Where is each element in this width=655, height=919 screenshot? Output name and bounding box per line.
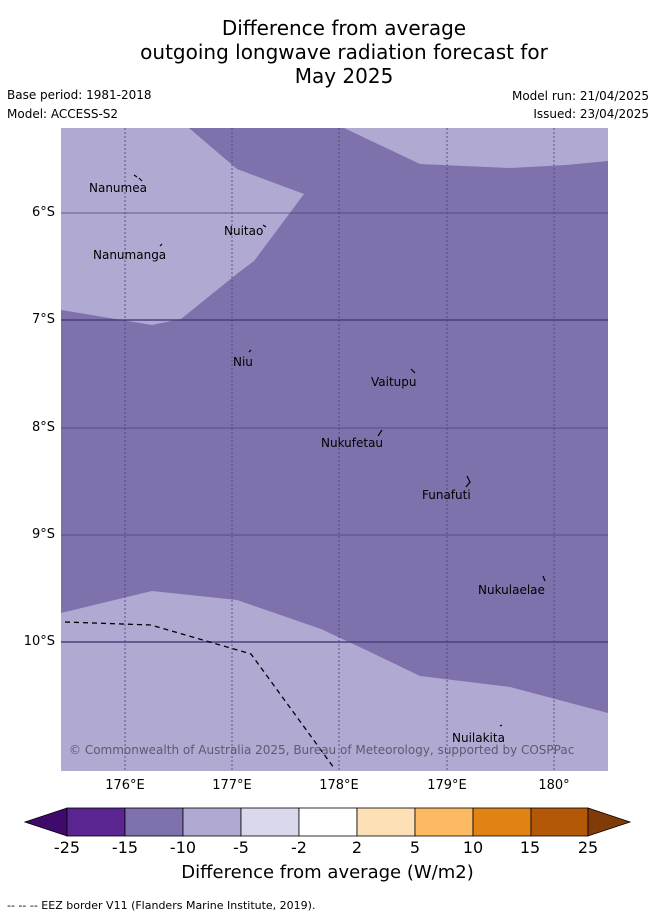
colorbar-label: Difference from average (W/m2) [181,862,474,883]
title-line-2: outgoing longwave radiation forecast for [140,40,548,64]
colorbar-tick-9: 15 [519,838,541,857]
lon-tick-179e: 179°E [427,778,467,793]
island-label-nuilakita: Nuilakita [452,731,505,745]
island-shape-nanumanga [159,243,163,247]
colorbar-tick-1: -25 [53,838,81,857]
colorbar-extend-low [23,807,68,837]
island-shape-nukufetau [377,429,383,437]
island-shape-niu [248,349,252,353]
lat-tick-7s: 7°S [31,312,55,327]
lat-tick-10s: 10°S [23,634,55,649]
island-label-nanumanga: Nanumanga [93,248,166,262]
colorbar-swatch-4 [240,807,300,837]
colorbar-swatch-7 [414,807,474,837]
colorbar-swatch-9 [530,807,589,837]
base-period-label: Base period: 1981-2018 [7,88,152,102]
island-shape-funafuti [465,475,471,488]
island-shape-vaitupu [410,368,416,374]
title-line-1: Difference from average [221,16,467,40]
map-title: Difference from average outgoing longwav… [0,16,655,88]
island-shape-nuilakita [499,724,503,727]
colorbar-tick-2: -15 [111,838,139,857]
colorbar-swatch-3 [182,807,242,837]
lon-tick-180: 180° [538,778,570,793]
colorbar-tick-3: -10 [169,838,197,857]
island-label-funafuti: Funafuti [422,488,471,502]
island-label-nanumea: Nanumea [89,181,147,195]
title-line-3: May 2025 [294,64,394,88]
colorbar-swatch-8 [472,807,532,837]
island-shape-nanumea [133,174,143,182]
island-label-nuitao: Nuitao [224,224,263,238]
colorbar-tick-10: 25 [577,838,599,857]
island-label-nukulaelae: Nukulaelae [478,583,545,597]
island-shape-nukulaelae [542,575,546,582]
map-canvas: Nanumea Nuitao Nanumanga Niu Vaitupu Nuk… [61,128,608,771]
lat-tick-9s: 9°S [31,527,55,542]
island-label-vaitupu: Vaitupu [371,375,417,389]
colorbar-tick-5: -2 [291,838,307,857]
colorbar-tick-7: 5 [409,838,421,857]
model-run-label: Model run: 21/04/2025 [511,89,649,103]
colorbar-swatch-1 [66,807,126,837]
colorbar-tick-4: -5 [233,838,249,857]
issued-label: Issued: 23/04/2025 [533,107,649,121]
island-label-niu: Niu [233,355,253,369]
lon-tick-177e: 177°E [212,778,252,793]
anomaly-band-weak-northwest [61,128,304,325]
anomaly-band-weak-south [61,591,608,771]
colorbar-tick-8: 10 [462,838,484,857]
eez-border-line [64,621,335,769]
lon-tick-176e: 176°E [105,778,145,793]
colorbar [23,806,632,838]
lon-tick-178e: 178°E [319,778,359,793]
colorbar-swatch-2 [124,807,184,837]
island-label-nukufetau: Nukufetau [321,436,383,450]
colorbar-extend-high [587,807,632,837]
model-label: Model: ACCESS-S2 [7,107,119,121]
lat-tick-6s: 6°S [31,205,55,220]
eez-legend-footnote: -- -- -- EEZ border V11 (Flanders Marine… [7,899,316,912]
lat-tick-8s: 8°S [31,420,55,435]
anomaly-band-weak-northeast [344,128,608,168]
colorbar-swatch-6 [356,807,416,837]
colorbar-swatch-5 [298,807,358,837]
map-panel[interactable]: Nanumea Nuitao Nanumanga Niu Vaitupu Nuk… [61,128,608,771]
copyright-notice: © Commonwealth of Australia 2025, Bureau… [69,743,574,757]
colorbar-graphic [23,807,632,837]
island-shape-nuitao [262,224,267,228]
colorbar-tick-6: 2 [351,838,363,857]
